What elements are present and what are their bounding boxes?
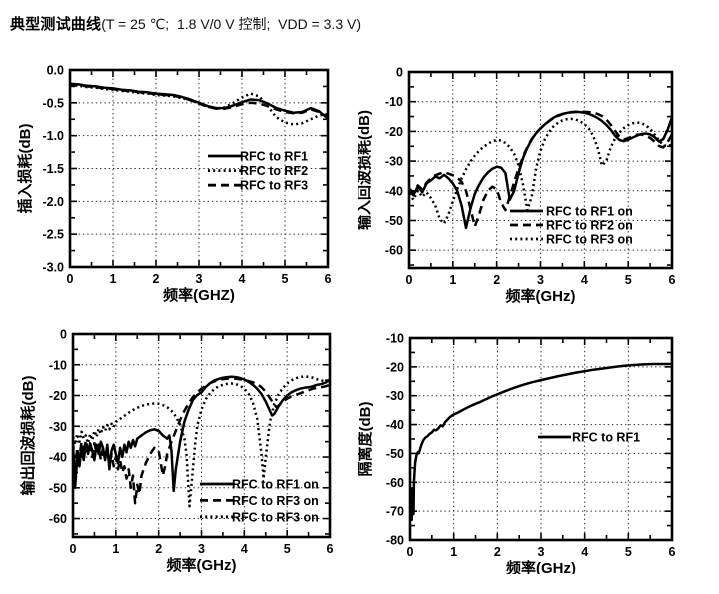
series-2-dotted	[409, 117, 672, 225]
x-axis-label: 频率(GHz)	[167, 556, 237, 574]
y-tick-label: -70	[386, 505, 404, 519]
x-tick-label: 6	[325, 272, 332, 286]
y-tick-label: 0	[396, 66, 403, 80]
x-tick-label: 4	[241, 542, 248, 556]
series-0-solid	[410, 362, 672, 522]
y-tick-label: 0	[60, 328, 67, 342]
isolation-plot: 0 1 2 3 4 5 6 -10 -20 -30 -40 -50 -60 -70 -80 频率(GHz) 隔离…	[358, 332, 676, 575]
y-tick-label: -50	[49, 481, 67, 495]
y-axis-label: 输出回波损耗(dB)	[19, 376, 37, 496]
x-tick-label: 3	[538, 545, 545, 559]
page-title: 典型测试曲线(T = 25 ℃; 1.8 V/0 V 控制; VDD = 3.3…	[10, 13, 361, 34]
y-tick-label: -20	[385, 125, 403, 139]
legend-label: RFC to RF1	[240, 150, 308, 164]
y-tick-label: -1.0	[42, 129, 64, 143]
chart-input-return-loss: 0 1 2 3 4 5 6 0 -10 -20 -30 -40 -50 -60 频率(GHz) 输入回波损耗(…	[358, 48, 719, 305]
x-tick-label: 3	[198, 542, 205, 556]
x-tick-label: 1	[112, 542, 119, 556]
y-tick-label: -3.0	[42, 261, 64, 275]
x-tick-label: 2	[493, 273, 500, 287]
x-tick-label: 4	[239, 272, 246, 286]
y-tick-label: -60	[386, 476, 404, 490]
legend-label: RFC to RF3	[240, 179, 308, 193]
legend-label: RFC to RF2	[240, 164, 308, 178]
series-1-dashed	[73, 377, 330, 505]
x-tick-label: 0	[407, 545, 414, 559]
y-tick-label: -1.5	[42, 162, 64, 176]
chart-insertion-loss: 0 1 2 3 4 5 6 0.0 -0.5 -1.0 -1.5 -2.0 -2.5 -3.0 频率(GHZ…	[10, 48, 360, 305]
legend-label: RFC to RF1 on	[546, 205, 633, 219]
x-tick-label: 5	[625, 545, 632, 559]
x-tick-label: 4	[581, 273, 588, 287]
y-tick-label: -80	[386, 534, 404, 548]
y-axis-label: 输入回波损耗(dB)	[358, 110, 373, 230]
x-tick-label: 2	[153, 272, 160, 286]
plot-frame	[71, 332, 332, 539]
x-tick-label: 3	[196, 272, 203, 286]
x-tick-label: 5	[282, 272, 289, 286]
y-tick-label: -50	[386, 447, 404, 461]
output-return-loss-plot: 0 1 2 3 4 5 6 0 -10 -20 -30 -40 -50 -60 频率(GHz) 输出回波损耗(…	[19, 328, 334, 575]
x-tick-label: 1	[449, 273, 456, 287]
plot-frame	[408, 336, 674, 542]
legend-label: RFC to RF1 on	[232, 478, 319, 492]
chart-isolation: 0 1 2 3 4 5 6 -10 -20 -30 -40 -50 -60 -70 -80 频率(GHz) 隔离…	[358, 308, 719, 575]
series-2-dashed	[70, 83, 328, 119]
page-title-conditions: (T = 25 ℃; 1.8 V/0 V 控制; VDD = 3.3 V)	[101, 16, 361, 32]
y-axis-label: 插入损耗(dB)	[16, 124, 34, 214]
y-tick-label: -20	[49, 389, 67, 403]
x-tick-label: 1	[110, 272, 117, 286]
y-tick-label: -40	[385, 184, 403, 198]
x-tick-label: 5	[625, 273, 632, 287]
series-0-solid	[73, 375, 330, 493]
legend-label: RFC to RF3 on	[232, 510, 319, 524]
plot-frame	[407, 70, 674, 270]
x-axis-label: 频率(GHZ)	[163, 286, 235, 304]
y-tick-label: -30	[385, 155, 403, 169]
legend-label: RFC to RF3 on	[232, 494, 319, 508]
y-tick-label: -30	[386, 389, 404, 403]
x-tick-label: 2	[155, 542, 162, 556]
series-2-dotted	[73, 375, 330, 508]
x-tick-label: 2	[494, 545, 501, 559]
chart-output-return-loss: 0 1 2 3 4 5 6 0 -10 -20 -30 -40 -50 -60 频率(GHz) 输出回波损耗(…	[10, 308, 360, 575]
x-axis-label: 频率(GHz)	[506, 559, 576, 574]
legend-label: RFC to RF2 on	[546, 219, 633, 233]
x-tick-label: 3	[537, 273, 544, 287]
x-tick-label: 0	[406, 273, 413, 287]
x-axis-label: 频率(GHz)	[506, 287, 576, 304]
y-tick-label: -10	[386, 332, 404, 346]
x-tick-label: 1	[450, 545, 457, 559]
y-tick-label: -50	[385, 214, 403, 228]
y-tick-label: -0.5	[42, 96, 64, 110]
x-tick-label: 6	[669, 545, 676, 559]
y-tick-label: -10	[385, 95, 403, 109]
y-tick-label: -60	[385, 244, 403, 258]
x-tick-label: 0	[67, 272, 74, 286]
y-tick-label: -10	[49, 358, 67, 372]
legend-label: RFC to RF3 on	[546, 233, 633, 247]
plot-frame	[68, 68, 330, 269]
x-tick-label: 0	[70, 542, 77, 556]
y-tick-label: -20	[386, 360, 404, 374]
y-axis-label: 隔离度(dB)	[358, 402, 374, 477]
input-return-loss-plot: 0 1 2 3 4 5 6 0 -10 -20 -30 -40 -50 -60 频率(GHz) 输入回波损耗(…	[358, 66, 676, 305]
y-tick-label: -2.5	[42, 228, 64, 242]
y-tick-label: -2.0	[42, 195, 64, 209]
y-tick-label: -40	[386, 418, 404, 432]
insertion-loss-plot: 0 1 2 3 4 5 6 0.0 -0.5 -1.0 -1.5 -2.0 -2.5 -3.0 频率(GHZ…	[16, 64, 332, 305]
x-tick-label: 6	[669, 273, 676, 287]
y-tick-label: -40	[49, 451, 67, 465]
y-tick-label: -30	[49, 420, 67, 434]
x-tick-label: 6	[327, 542, 334, 556]
x-tick-label: 4	[581, 545, 588, 559]
series-1-dashed	[409, 110, 672, 228]
page-title-main: 典型测试曲线	[10, 16, 102, 33]
y-tick-label: 0.0	[47, 64, 64, 78]
legend-label: RFC to RF1	[572, 431, 640, 445]
y-tick-label: -60	[49, 512, 67, 526]
x-tick-label: 5	[284, 542, 291, 556]
